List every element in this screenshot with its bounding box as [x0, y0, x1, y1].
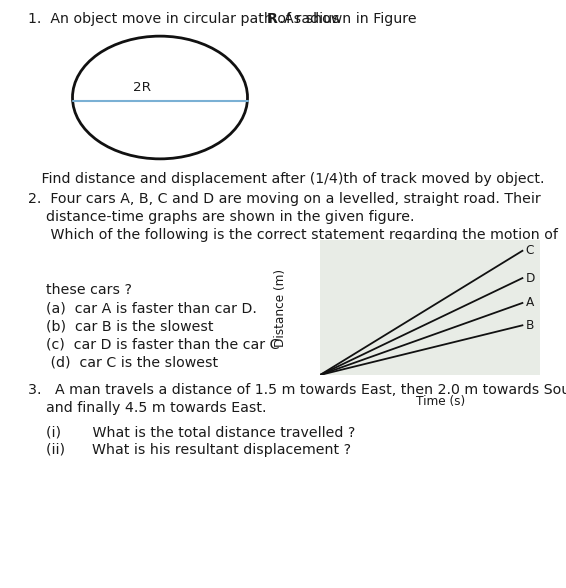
Text: 1.  An object move in circular path of radius: 1. An object move in circular path of ra…	[28, 12, 344, 26]
Text: (ii)      What is his resultant displacement ?: (ii) What is his resultant displacement …	[28, 443, 351, 457]
Text: Which of the following is the correct statement regarding the motion of: Which of the following is the correct st…	[28, 228, 558, 242]
Text: A: A	[526, 296, 534, 309]
Text: .As shown in Figure: .As shown in Figure	[275, 12, 417, 26]
Text: these cars ?: these cars ?	[28, 283, 132, 297]
Text: C: C	[526, 244, 534, 258]
Text: Distance (m): Distance (m)	[274, 269, 287, 346]
Text: (d)  car C is the slowest: (d) car C is the slowest	[28, 355, 218, 369]
Text: R: R	[267, 12, 278, 26]
Text: 2R: 2R	[134, 81, 152, 95]
Text: (a)  car A is faster than car D.: (a) car A is faster than car D.	[28, 301, 257, 315]
Text: and finally 4.5 m towards East.: and finally 4.5 m towards East.	[28, 401, 267, 415]
Text: 3.   A man travels a distance of 1.5 m towards East, then 2.0 m towards South: 3. A man travels a distance of 1.5 m tow…	[28, 383, 566, 397]
Text: (c)  car D is faster than the car C: (c) car D is faster than the car C	[28, 337, 280, 351]
Text: B: B	[526, 319, 534, 332]
Text: Time (s): Time (s)	[417, 395, 466, 408]
Text: (b)  car B is the slowest: (b) car B is the slowest	[28, 319, 213, 333]
Text: D: D	[526, 272, 535, 285]
Text: (i)       What is the total distance travelled ?: (i) What is the total distance travelled…	[28, 425, 355, 439]
Text: 2.  Four cars A, B, C and D are moving on a levelled, straight road. Their: 2. Four cars A, B, C and D are moving on…	[28, 192, 541, 206]
Text: Find distance and displacement after (1/4)th of track moved by object.: Find distance and displacement after (1/…	[28, 172, 544, 186]
Text: distance-time graphs are shown in the given figure.: distance-time graphs are shown in the gi…	[28, 210, 414, 224]
